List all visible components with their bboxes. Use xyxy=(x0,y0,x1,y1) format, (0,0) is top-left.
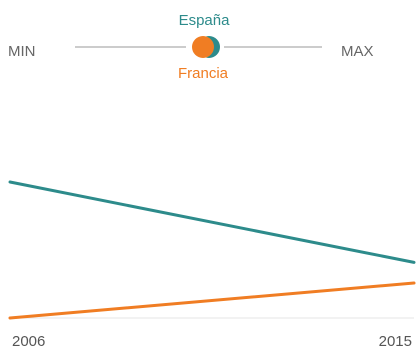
scale-min-label: MIN xyxy=(8,43,36,60)
legend-label-espana: España xyxy=(179,12,231,29)
scale-legend: MIN MAX España Francia xyxy=(8,12,374,82)
series-line-francia xyxy=(8,281,416,320)
legend-marker-francia xyxy=(192,36,214,58)
x-tick-2015: 2015 xyxy=(379,333,412,350)
x-tick-2006: 2006 xyxy=(12,333,45,350)
scale-max-label: MAX xyxy=(341,43,374,60)
plot-area xyxy=(8,180,416,320)
series-line-espa-a xyxy=(8,180,416,264)
x-axis-ticks: 2006 2015 xyxy=(12,333,412,350)
legend-label-francia: Francia xyxy=(178,65,229,82)
